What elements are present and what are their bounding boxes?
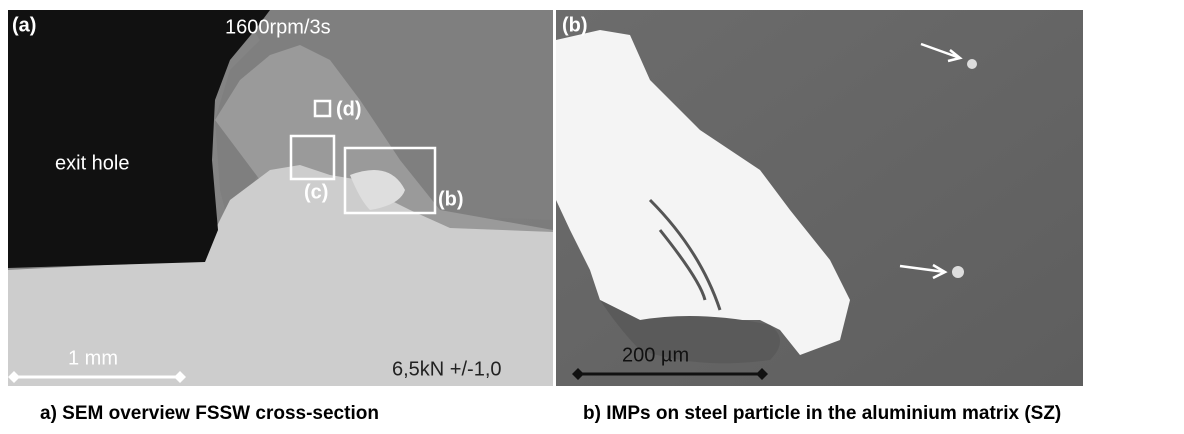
panel-label: (b) — [562, 14, 588, 36]
caption: a) SEM overview FSSW cross-section — [40, 403, 379, 424]
imp-particle — [952, 266, 964, 278]
caption: b) IMPs on steel particle in the alumini… — [583, 403, 1061, 424]
scale-bar-label: 1 mm — [68, 347, 118, 369]
box-label: (b) — [438, 188, 464, 210]
panel-label: (a) — [12, 14, 36, 36]
box-label: (c) — [304, 181, 328, 203]
panel-a: (a) 1600rpm/3s exit hole (d) (c) (b) 1 m… — [8, 10, 553, 386]
imp-particle — [967, 59, 977, 69]
scale-bar-label: 200 µm — [622, 344, 689, 366]
force-label: 6,5kN +/-1,0 — [392, 358, 502, 380]
panel-b: (b) 200 µm — [556, 10, 1083, 386]
condition: 1600rpm/3s — [225, 16, 331, 38]
region-label: exit hole — [55, 152, 130, 174]
box-label: (d) — [336, 98, 362, 120]
figure: (a) 1600rpm/3s exit hole (d) (c) (b) 1 m… — [0, 0, 1184, 434]
